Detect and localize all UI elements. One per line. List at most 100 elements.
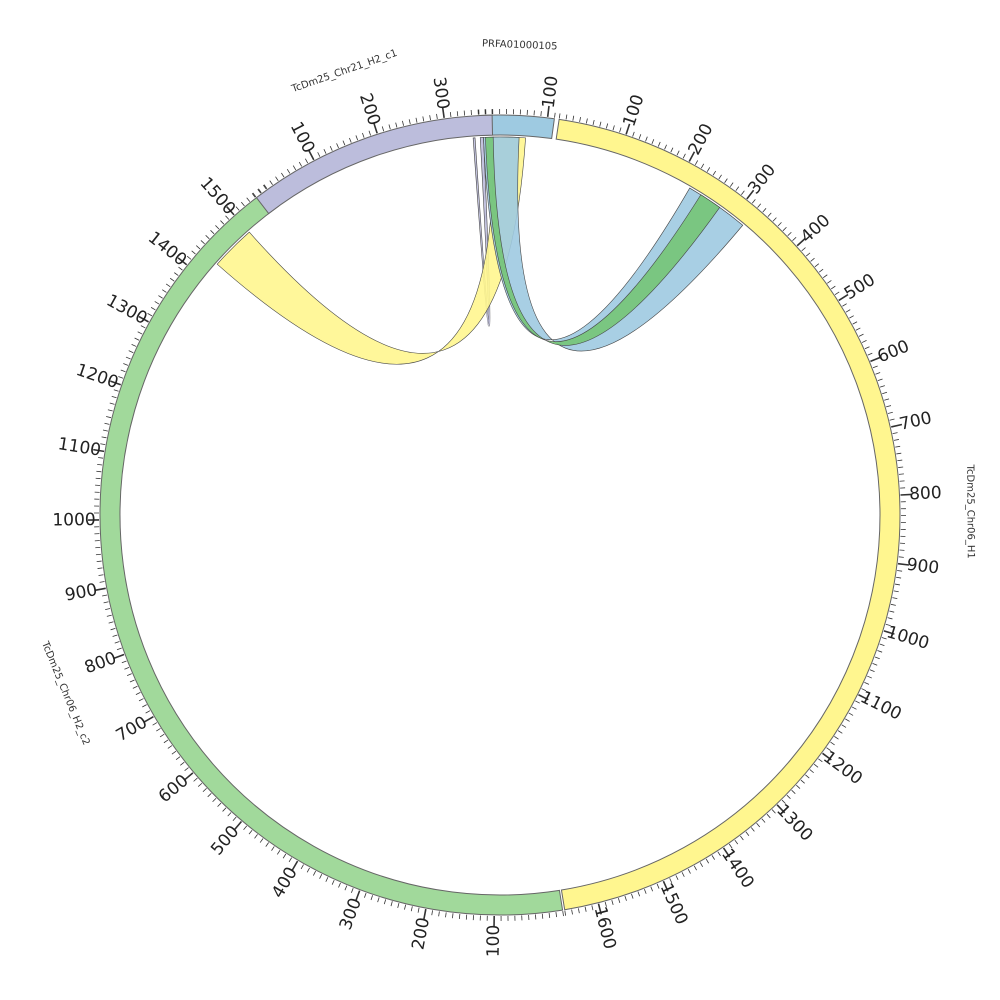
minor-tick [579,116,581,123]
minor-tick [712,170,717,176]
ticks-layer [88,105,912,927]
minor-tick [458,913,461,920]
minor-tick [113,389,119,392]
minor-tick [541,913,544,919]
minor-tick [740,835,744,841]
minor-tick [848,712,854,716]
minor-tick [288,857,292,863]
minor-tick [257,188,262,194]
tick-label: 1400 [144,228,190,271]
tick-label: 800 [909,483,942,505]
minor-tick [777,222,782,227]
minor-tick [150,307,156,311]
minor-tick [796,784,801,789]
minor-tick [814,263,820,268]
minor-tick [898,473,904,475]
minor-tick [162,289,167,293]
tick-label: 200 [355,91,384,128]
tick-label: 100 [539,75,563,110]
minor-tick [717,851,721,857]
minor-tick [184,767,189,772]
minor-tick [706,167,711,172]
minor-tick [554,112,556,118]
minor-tick [137,331,143,335]
minor-tick [792,236,797,241]
minor-tick [898,556,904,558]
minor-tick [890,603,896,606]
minor-tick [830,741,835,746]
minor-tick [898,466,904,468]
tick-label: 1500 [196,173,240,219]
major-tick [183,772,194,781]
minor-tick [225,215,230,220]
minor-tick [645,136,648,142]
minor-tick [571,909,573,915]
major-tick [858,694,869,701]
minor-tick [887,411,893,414]
tick-label: 500 [207,822,243,860]
minor-tick [109,402,115,405]
minor-tick [861,688,867,692]
minor-tick [669,878,673,884]
minor-tick [300,864,304,870]
minor-tick [395,122,398,128]
tick-label: 1300 [772,800,816,845]
tick-label: 300 [428,76,452,111]
minor-tick [101,436,107,439]
segment-label: PRFA01000105 [482,38,558,52]
minor-tick [286,168,291,174]
minor-tick [171,750,177,755]
major-tick [226,206,235,216]
minor-tick [577,908,580,914]
tick-label: 1300 [103,291,151,329]
minor-tick [152,722,158,726]
minor-tick [336,143,339,149]
major-tick [93,448,105,453]
minor-tick [175,756,181,761]
tick-label: 100 [286,119,319,157]
minor-tick [212,797,217,803]
minor-tick [422,116,425,122]
minor-tick [112,634,118,637]
minor-tick [265,842,269,847]
minor-tick [106,614,112,617]
minor-tick [834,291,840,295]
minor-tick [105,608,111,611]
minor-tick [781,799,786,804]
minor-tick [240,201,245,207]
minor-tick [178,266,183,271]
minor-tick [565,114,568,120]
minor-tick [823,274,828,279]
minor-tick [180,761,185,766]
tick-label: 800 [82,648,119,678]
minor-tick [362,132,365,138]
minor-tick [132,685,138,689]
minor-tick [631,893,634,899]
minor-tick [415,117,418,123]
minor-tick [159,733,165,738]
minor-tick [772,217,777,222]
minor-tick [344,885,348,891]
minor-tick [879,643,885,646]
major-tick [373,122,378,134]
tick-label: 500 [841,270,879,304]
minor-tick [896,576,902,579]
minor-tick [126,673,132,677]
minor-tick [605,123,609,129]
minor-tick [584,906,587,912]
minor-tick [894,583,901,586]
minor-tick [791,789,796,794]
minor-tick [252,192,257,198]
tick-label: 1400 [717,845,758,892]
minor-tick [875,372,881,375]
major-tick [546,105,550,117]
tick-label: 900 [906,555,941,579]
minor-tick [163,739,169,744]
minor-tick [251,193,256,198]
minor-tick [845,718,850,722]
minor-tick [138,698,144,702]
minor-tick [809,769,814,774]
minor-tick [263,184,268,189]
minor-tick [872,365,878,369]
minor-tick [436,113,438,119]
